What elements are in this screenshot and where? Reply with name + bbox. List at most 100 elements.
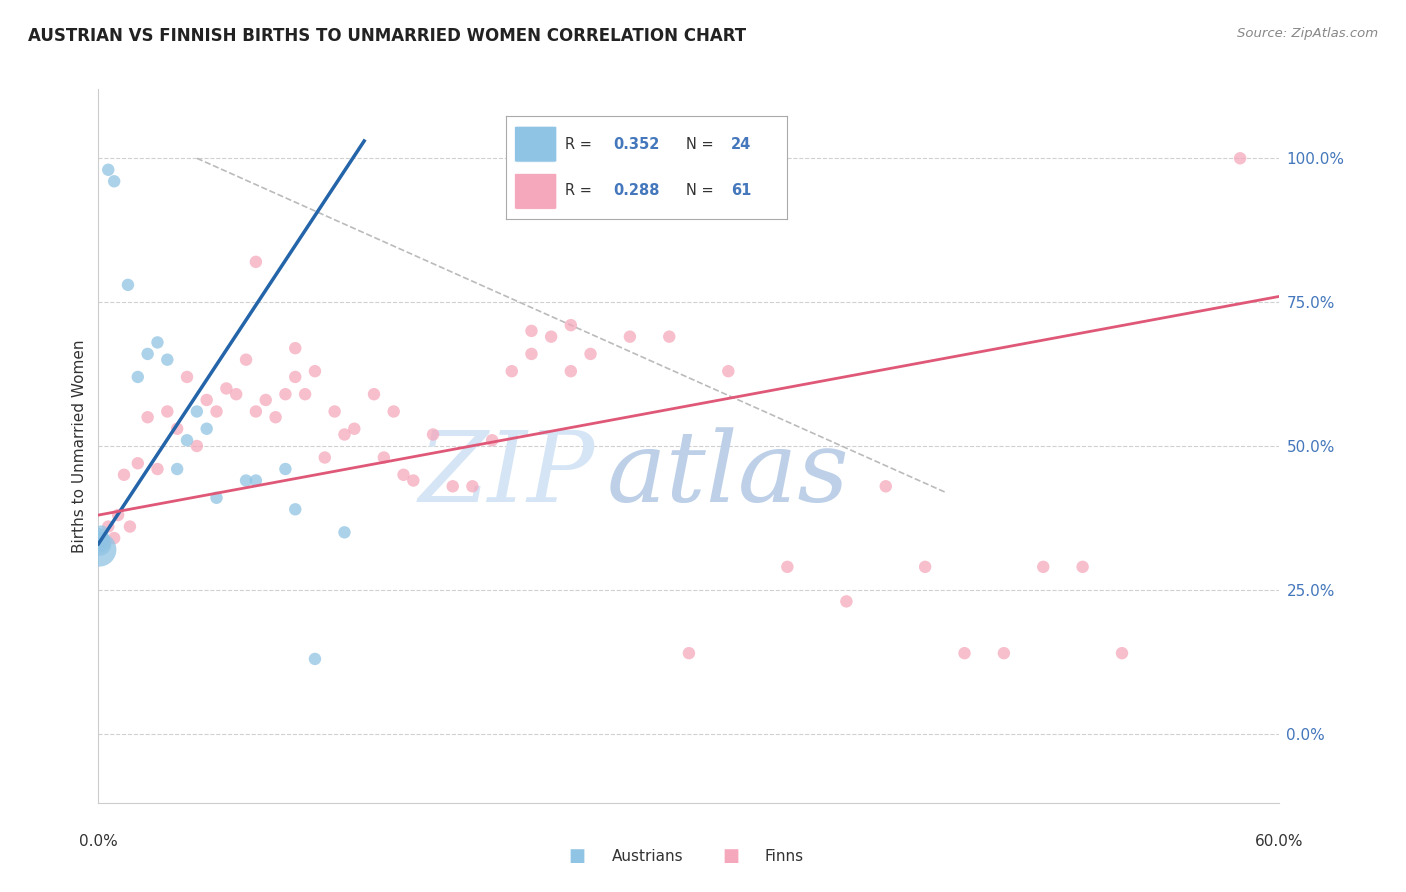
Point — [422, 427, 444, 442]
Point — [127, 370, 149, 384]
Text: R =: R = — [565, 136, 596, 152]
Point — [205, 491, 228, 505]
Point — [166, 422, 188, 436]
Point — [402, 474, 425, 488]
Point — [118, 519, 141, 533]
Text: 60.0%: 60.0% — [1256, 834, 1303, 849]
Point — [274, 462, 297, 476]
Point — [323, 404, 346, 418]
Point — [835, 594, 858, 608]
Text: ■: ■ — [723, 847, 740, 865]
Point — [103, 174, 125, 188]
Point — [314, 450, 336, 465]
Text: Finns: Finns — [765, 849, 804, 863]
Text: 24: 24 — [731, 136, 751, 152]
Point — [112, 467, 135, 482]
Point — [284, 370, 307, 384]
Point — [103, 531, 125, 545]
Point — [235, 474, 257, 488]
Text: Austrians: Austrians — [612, 849, 683, 863]
Point — [284, 341, 307, 355]
Text: ZIP: ZIP — [418, 427, 595, 522]
Point — [195, 392, 218, 407]
Text: 0.0%: 0.0% — [79, 834, 118, 849]
Point — [186, 439, 208, 453]
Point — [560, 318, 582, 333]
Text: AUSTRIAN VS FINNISH BIRTHS TO UNMARRIED WOMEN CORRELATION CHART: AUSTRIAN VS FINNISH BIRTHS TO UNMARRIED … — [28, 27, 747, 45]
Text: ■: ■ — [568, 847, 585, 865]
Point — [658, 329, 681, 343]
Point — [875, 479, 897, 493]
Point — [186, 404, 208, 418]
Y-axis label: Births to Unmarried Women: Births to Unmarried Women — [72, 339, 87, 553]
Point — [560, 364, 582, 378]
Text: N =: N = — [686, 183, 718, 198]
Point — [373, 450, 395, 465]
Point — [382, 404, 405, 418]
Point — [540, 329, 562, 343]
Point — [97, 162, 120, 177]
Text: N =: N = — [686, 136, 718, 152]
Point — [156, 352, 179, 367]
Point — [225, 387, 247, 401]
Point — [776, 559, 799, 574]
Point — [127, 456, 149, 470]
Point — [215, 381, 238, 395]
Point — [264, 410, 287, 425]
Point — [146, 335, 169, 350]
Point — [520, 324, 543, 338]
Point — [107, 508, 129, 522]
Point — [235, 352, 257, 367]
Point — [93, 537, 115, 551]
Point — [245, 255, 267, 269]
Point — [274, 387, 297, 401]
Text: 0.352: 0.352 — [613, 136, 659, 152]
Point — [117, 277, 139, 292]
Point — [176, 370, 198, 384]
Point — [953, 646, 976, 660]
Point — [501, 364, 523, 378]
Point — [97, 519, 120, 533]
Point — [914, 559, 936, 574]
Point — [1032, 559, 1054, 574]
Text: Source: ZipAtlas.com: Source: ZipAtlas.com — [1237, 27, 1378, 40]
Point — [678, 646, 700, 660]
Point — [89, 531, 111, 545]
FancyBboxPatch shape — [515, 127, 557, 162]
Point — [304, 364, 326, 378]
Point — [579, 347, 602, 361]
Point — [166, 462, 188, 476]
Text: atlas: atlas — [606, 427, 849, 522]
Point — [195, 422, 218, 436]
Point — [461, 479, 484, 493]
Point — [717, 364, 740, 378]
Point — [520, 347, 543, 361]
Point — [176, 434, 198, 448]
Point — [89, 537, 111, 551]
Point — [146, 462, 169, 476]
Point — [441, 479, 464, 493]
Point — [294, 387, 316, 401]
Point — [1071, 559, 1094, 574]
Point — [156, 404, 179, 418]
Point — [136, 347, 159, 361]
Point — [205, 404, 228, 418]
Point — [1229, 151, 1251, 165]
Point — [304, 652, 326, 666]
Point — [89, 537, 111, 551]
Point — [333, 427, 356, 442]
Point — [254, 392, 277, 407]
Point — [284, 502, 307, 516]
Point — [363, 387, 385, 401]
FancyBboxPatch shape — [515, 173, 557, 210]
Point — [91, 531, 114, 545]
Text: 61: 61 — [731, 183, 751, 198]
Point — [333, 525, 356, 540]
Text: 0.288: 0.288 — [613, 183, 659, 198]
Point — [90, 525, 112, 540]
Point — [89, 542, 111, 557]
Point — [245, 474, 267, 488]
Point — [136, 410, 159, 425]
Text: R =: R = — [565, 183, 596, 198]
Point — [619, 329, 641, 343]
